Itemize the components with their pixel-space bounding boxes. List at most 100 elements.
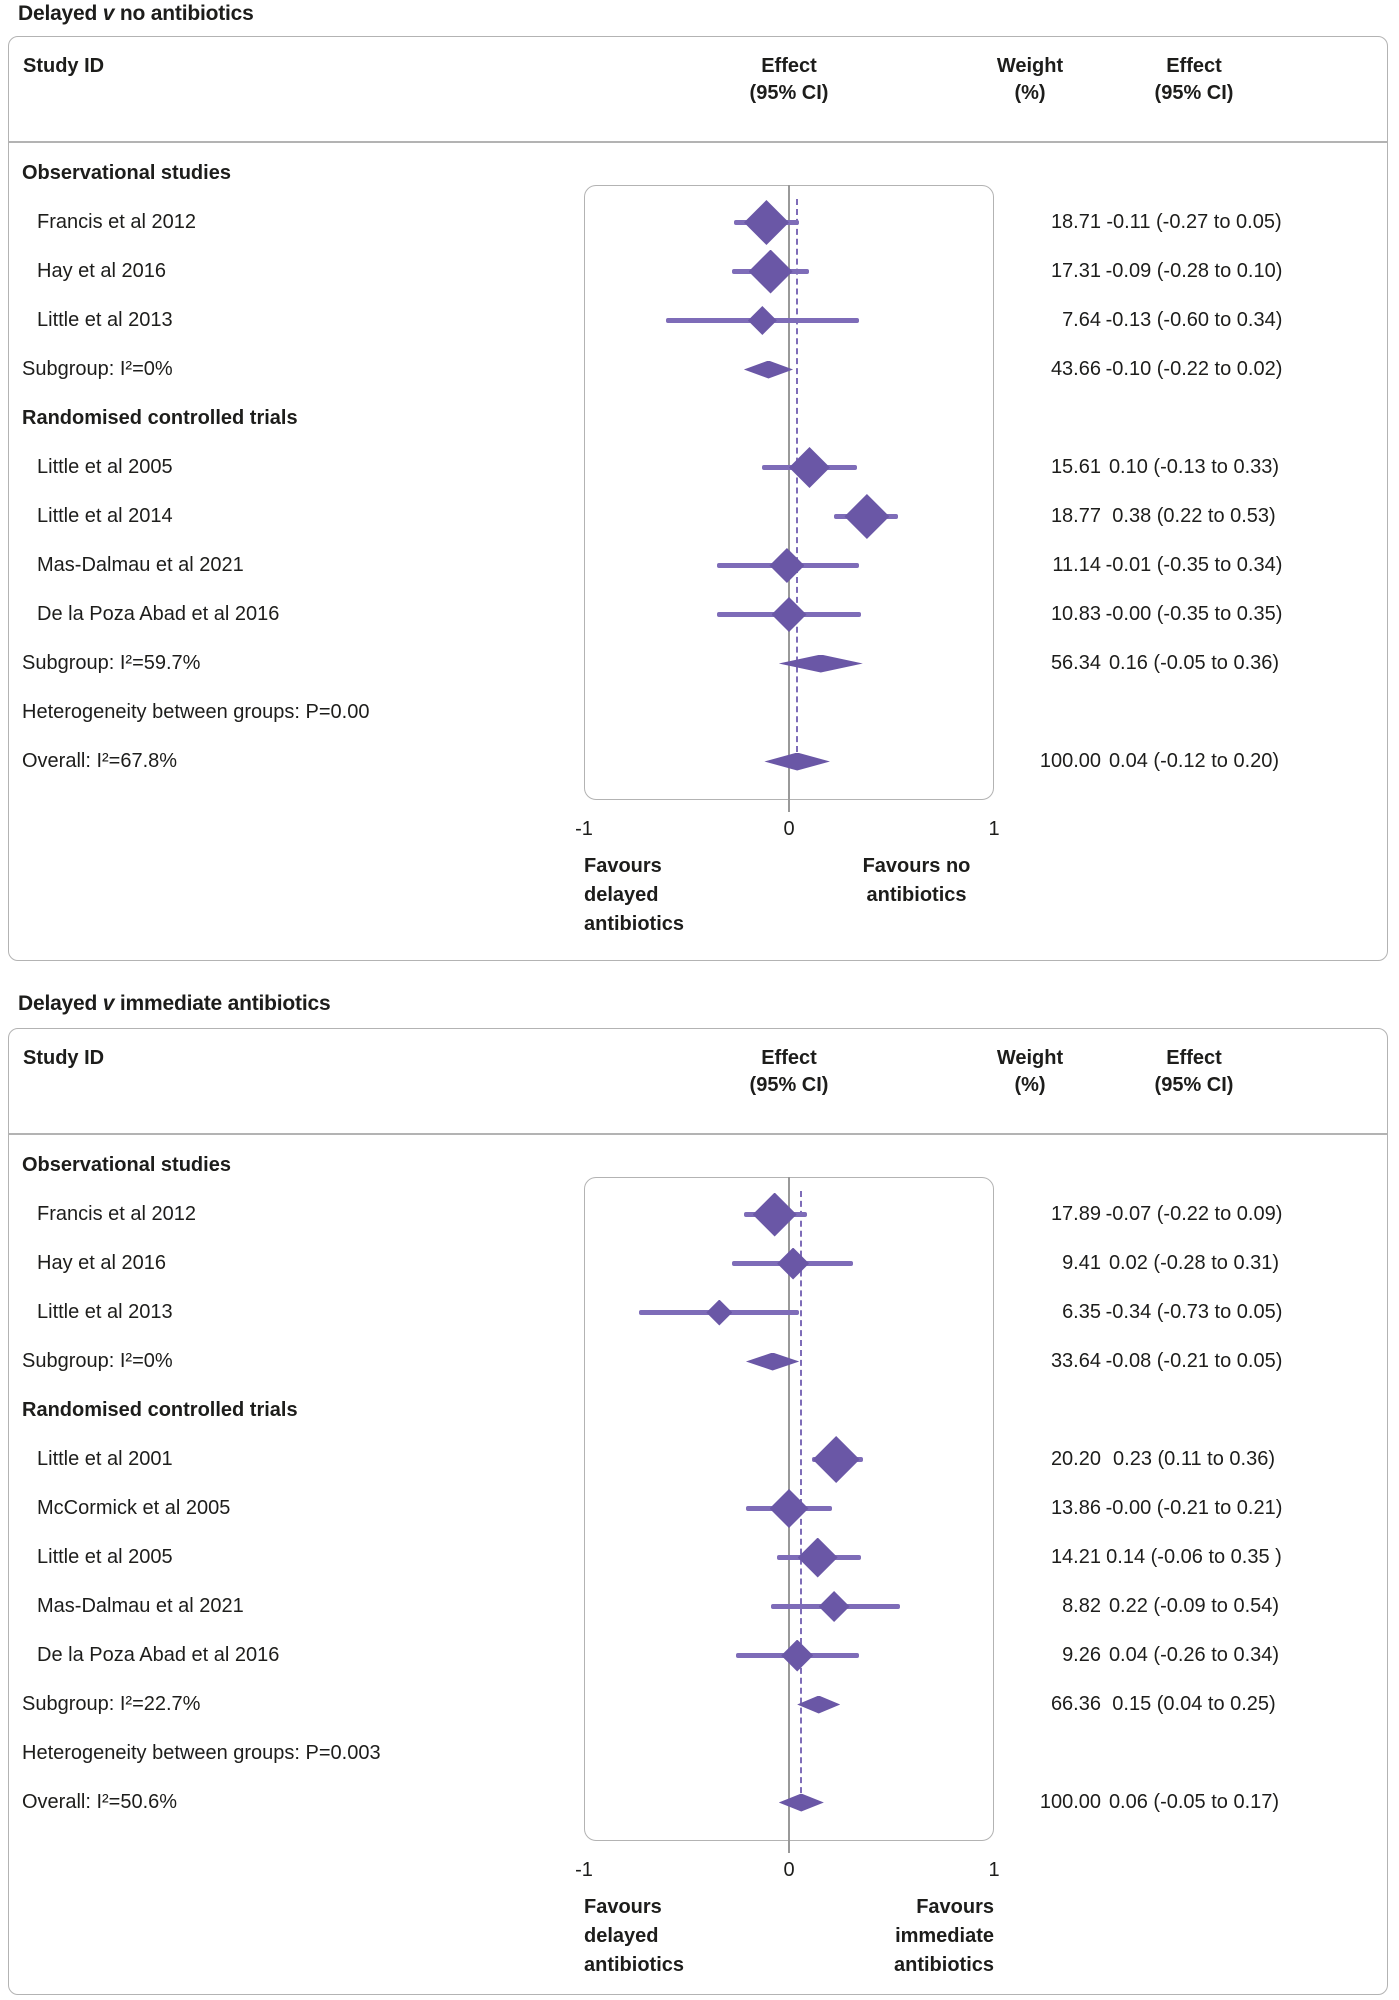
effect-ci-value: -0.00 (-0.35 to 0.35): [1105, 603, 1283, 625]
study-label: Francis et al 2012: [37, 211, 196, 233]
study-label: Hay et al 2016: [37, 1252, 166, 1274]
study-label: McCormick et al 2005: [37, 1497, 231, 1519]
subgroup-label: Subgroup: I²=22.7%: [22, 1693, 201, 1715]
column-header-effect-ci: Effect (95% CI): [584, 53, 994, 107]
effect-ci-value: 0.22 (-0.09 to 0.54): [1108, 1595, 1280, 1617]
group-label: Randomised controlled trials: [22, 1399, 298, 1421]
column-header-weight: Weight (%): [959, 1045, 1101, 1099]
favours-left-label: Favours delayed antibiotics: [584, 1896, 685, 1976]
overall-effect-dashed-line: [800, 1191, 803, 1803]
weight-value: 17.31: [1050, 260, 1101, 282]
title-text: immediate antibiotics: [114, 992, 331, 1015]
effect-ci-value: -0.08 (-0.21 to 0.05): [1105, 1350, 1283, 1372]
heterogeneity-note: Heterogeneity between groups: P=0.00: [22, 701, 370, 723]
weight-value: 13.86: [1050, 1497, 1101, 1519]
effect-ci-value: -0.11 (-0.27 to 0.05): [1106, 211, 1282, 233]
column-header-weight: Weight (%): [959, 53, 1101, 107]
group-label: Observational studies: [22, 1154, 231, 1176]
column-header-weight-line1: Weight: [996, 1047, 1064, 1069]
overall-effect-dashed-line: [796, 199, 799, 762]
column-header-effect2-line1: Effect: [1166, 55, 1222, 77]
weight-value: 8.82: [1062, 1595, 1101, 1617]
weight-value: 18.77: [1050, 505, 1101, 527]
weight-value: 17.89: [1050, 1203, 1101, 1225]
column-header-study-id: Study ID: [23, 55, 105, 77]
axis-tick-label: -1: [575, 1859, 593, 1881]
column-header-effect2-line2: (95% CI): [1154, 82, 1234, 104]
weight-value: 11.14: [1052, 554, 1101, 576]
effect-ci-value: 0.15 (0.04 to 0.25): [1112, 1693, 1276, 1715]
column-header-weight-line1: Weight: [996, 55, 1064, 77]
axis-tick-label: 0: [783, 1859, 795, 1881]
figure-title-delayed-v-immediate: Delayed v immediate antibiotics: [18, 992, 331, 1016]
title-text: no antibiotics: [114, 2, 254, 25]
column-header-effect-line2: (95% CI): [749, 1074, 829, 1096]
column-header-effect-line1: Effect: [761, 55, 817, 77]
figure-title-delayed-v-no: Delayed v no antibiotics: [18, 2, 254, 26]
subgroup-pooled-diamond: [745, 1352, 800, 1371]
effect-ci-value: 0.38 (0.22 to 0.53): [1112, 505, 1276, 527]
axis-tick-label: 1: [988, 1859, 1000, 1881]
effect-ci-value: -0.13 (-0.60 to 0.34): [1105, 309, 1283, 331]
study-label: Mas-Dalmau et al 2021: [37, 1595, 244, 1617]
weight-value: 56.34: [1050, 652, 1101, 674]
study-label: Francis et al 2012: [37, 1203, 196, 1225]
column-header-effect-line2: (95% CI): [749, 82, 829, 104]
study-label: Little et al 2005: [37, 1546, 173, 1568]
overall-pooled-diamond: [764, 752, 830, 771]
weight-value: 15.61: [1050, 456, 1101, 478]
weight-value: 20.20: [1050, 1448, 1101, 1470]
column-header-study-id: Study ID: [23, 1047, 105, 1069]
column-header-effect-line1: Effect: [761, 1047, 817, 1069]
effect-ci-value: -0.34 (-0.73 to 0.05): [1105, 1301, 1283, 1323]
overall-label: Overall: I²=50.6%: [22, 1791, 178, 1813]
effect-ci-value: 0.14 (-0.06 to 0.35 ): [1106, 1546, 1282, 1568]
effect-ci-value: 0.04 (-0.26 to 0.34): [1108, 1644, 1280, 1666]
weight-value: 14.21: [1050, 1546, 1101, 1568]
weight-value: 10.83: [1050, 603, 1101, 625]
overall-pooled-diamond: [778, 1793, 824, 1812]
weight-value: 66.36: [1050, 1693, 1101, 1715]
header-divider: [9, 141, 1387, 143]
overall-label: Overall: I²=67.8%: [22, 750, 178, 772]
column-header-effect-ci: Effect (95% CI): [584, 1045, 994, 1099]
effect-ci-value: 0.06 (-0.05 to 0.17): [1108, 1791, 1280, 1813]
study-label: De la Poza Abad et al 2016: [37, 603, 280, 625]
heterogeneity-note: Heterogeneity between groups: P=0.003: [22, 1742, 381, 1764]
effect-ci-value: -0.07 (-0.22 to 0.09): [1105, 1203, 1283, 1225]
column-header-effect-ci-values: Effect (95% CI): [1064, 53, 1324, 107]
effect-ci-value: 0.16 (-0.05 to 0.36): [1108, 652, 1280, 674]
zero-axis-tick: [788, 800, 790, 812]
study-label: Little et al 2014: [37, 505, 173, 527]
header-divider: [9, 1133, 1387, 1135]
study-label: Little et al 2001: [37, 1448, 173, 1470]
column-header-effect-ci-values: Effect (95% CI): [1064, 1045, 1324, 1099]
study-label: De la Poza Abad et al 2016: [37, 1644, 280, 1666]
study-label: Little et al 2013: [37, 309, 173, 331]
title-versus: v: [102, 992, 115, 1015]
study-label: Little et al 2005: [37, 456, 173, 478]
study-label: Hay et al 2016: [37, 260, 166, 282]
column-header-weight-line2: (%): [1014, 1074, 1046, 1096]
weight-value: 33.64: [1050, 1350, 1101, 1372]
weight-value: 100.00: [1039, 1791, 1101, 1813]
weight-value: 7.64: [1062, 309, 1101, 331]
group-label: Observational studies: [22, 162, 231, 184]
subgroup-label: Subgroup: I²=0%: [22, 1350, 173, 1372]
weight-value: 9.41: [1062, 1252, 1101, 1274]
subgroup-pooled-diamond: [797, 1695, 841, 1714]
subgroup-pooled-diamond: [743, 360, 794, 379]
axis-tick-label: 0: [783, 818, 795, 840]
weight-value: 9.26: [1062, 1644, 1101, 1666]
effect-ci-value: 0.10 (-0.13 to 0.33): [1108, 456, 1280, 478]
axis-tick-label: -1: [575, 818, 593, 840]
study-label: Mas-Dalmau et al 2021: [37, 554, 244, 576]
subgroup-pooled-diamond: [778, 654, 863, 673]
effect-ci-value: 0.02 (-0.28 to 0.31): [1108, 1252, 1280, 1274]
title-text: Delayed: [18, 992, 103, 1015]
title-versus: v: [102, 2, 115, 25]
weight-value: 100.00: [1039, 750, 1101, 772]
favours-right-label: Favours immediate antibiotics: [893, 1896, 994, 1976]
favours-left-label: Favours delayed antibiotics: [584, 855, 685, 935]
